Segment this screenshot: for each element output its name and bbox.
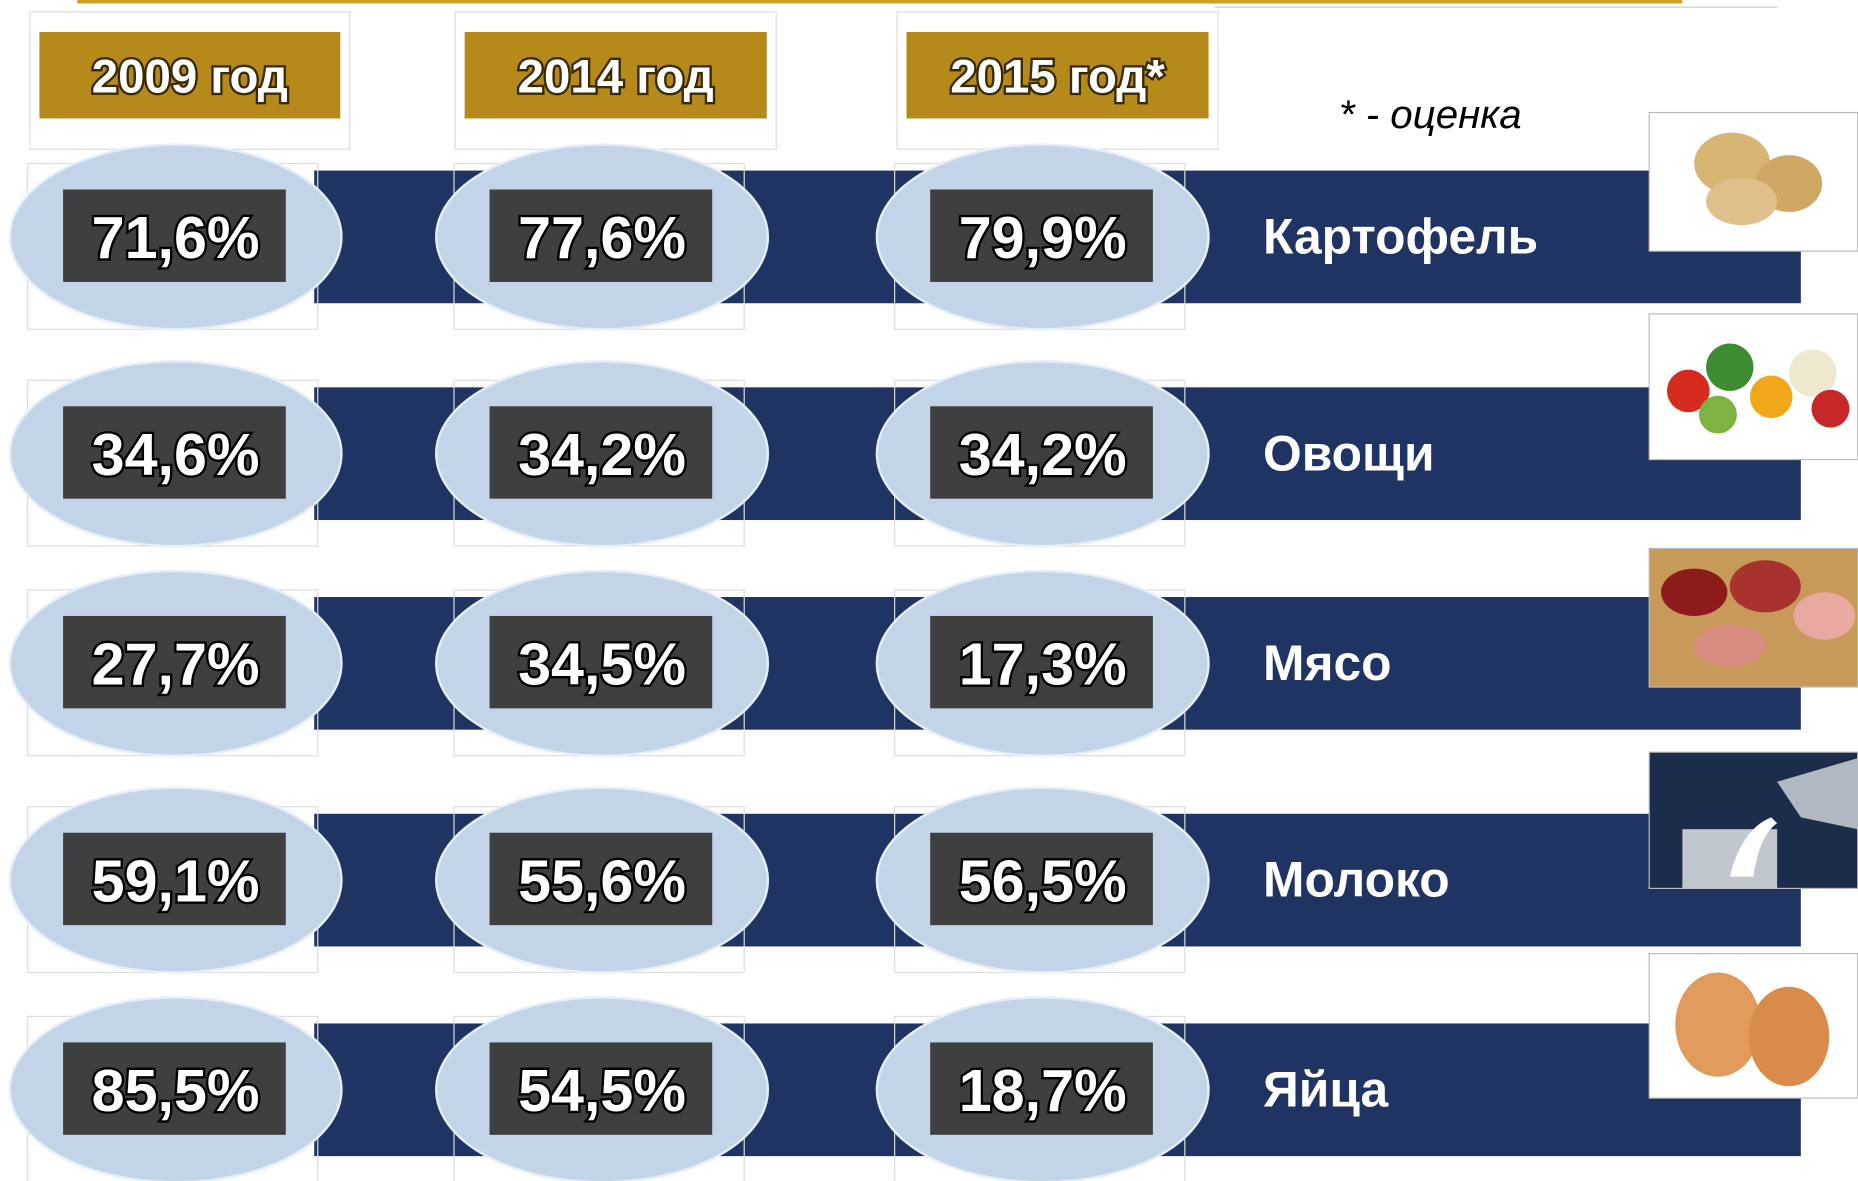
- row-name: Овощи: [1263, 425, 1435, 481]
- row-name: Картофель: [1263, 208, 1538, 264]
- cell-value: 34,2%: [959, 421, 1127, 488]
- cell-value: 54,5%: [518, 1057, 686, 1124]
- row-name: Молоко: [1263, 852, 1450, 908]
- meat-picture: [1649, 548, 1857, 687]
- row-name: Мясо: [1263, 635, 1392, 691]
- cell-value: 34,2%: [518, 421, 686, 488]
- cell-value: 59,1%: [92, 847, 260, 914]
- cell-value: 79,9%: [959, 204, 1127, 271]
- header-label: 2014 год: [518, 50, 714, 103]
- milk-picture: [1649, 752, 1857, 888]
- header-label: 2015 год*: [950, 50, 1165, 103]
- cell-value: 34,6%: [92, 421, 260, 488]
- row-name: Яйца: [1263, 1061, 1389, 1117]
- cell-value: 17,3%: [959, 631, 1127, 698]
- cell-value: 56,5%: [959, 847, 1127, 914]
- cell-value: 55,6%: [518, 847, 686, 914]
- cell-value: 27,7%: [92, 631, 260, 698]
- eggs-picture: [1649, 954, 1857, 1099]
- cell-value: 18,7%: [959, 1057, 1127, 1124]
- header-label: 2009 год: [92, 50, 288, 103]
- cell-value: 85,5%: [92, 1057, 260, 1124]
- cell-value: 77,6%: [518, 204, 686, 271]
- page: {"note": "* - оценка", "table": { "heade…: [0, 0, 1858, 1181]
- slide: * - оценка 2009 год 2014 год 2015 год*: [0, 0, 1858, 1181]
- potato-picture: [1649, 113, 1857, 252]
- vegetables-picture: [1649, 314, 1857, 460]
- cell-value: 71,6%: [92, 204, 260, 271]
- note: * - оценка: [1339, 92, 1522, 137]
- cell-value: 34,5%: [518, 631, 686, 698]
